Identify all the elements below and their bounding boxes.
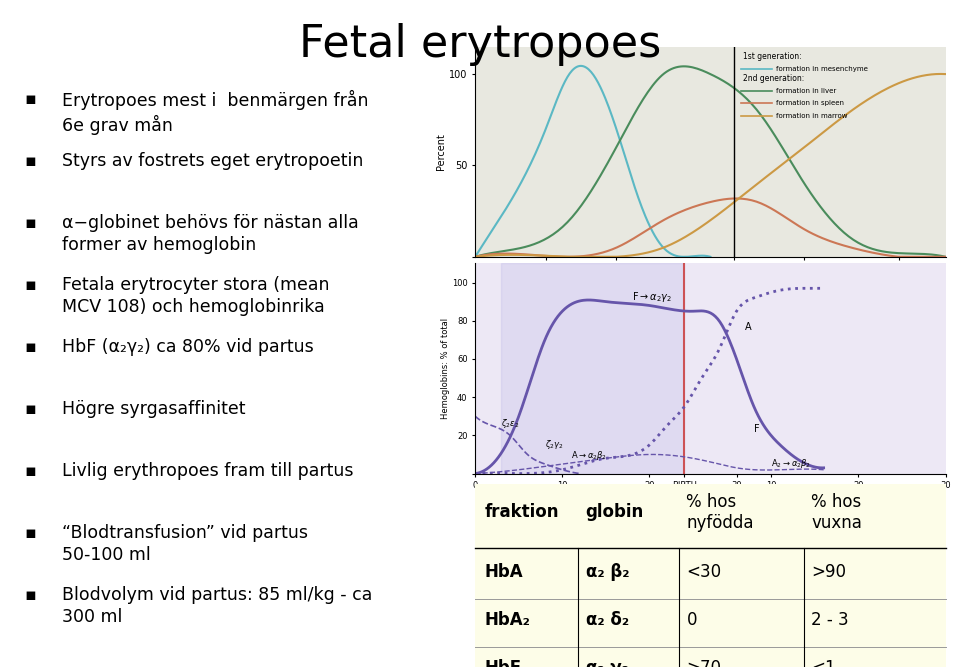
Text: globin: globin — [586, 504, 644, 522]
Text: Livlig erythropoes fram till partus: Livlig erythropoes fram till partus — [62, 462, 354, 480]
Text: HbF (α₂γ₂) ca 80% vid partus: HbF (α₂γ₂) ca 80% vid partus — [62, 338, 314, 356]
Text: Fetala erytrocyter stora (mean
MCV 108) och hemoglobinrika: Fetala erytrocyter stora (mean MCV 108) … — [62, 276, 330, 316]
Text: fraktion: fraktion — [485, 504, 560, 522]
Text: 2 - 3: 2 - 3 — [811, 612, 849, 630]
Text: ▪: ▪ — [24, 400, 36, 418]
Bar — [501, 263, 684, 474]
Text: Erytropoes mest i  benmärgen från
6e grav mån: Erytropoes mest i benmärgen från 6e grav… — [62, 90, 369, 135]
Text: F: F — [754, 424, 759, 434]
Text: Högre syrgasaffinitet: Högre syrgasaffinitet — [62, 400, 246, 418]
Text: formation in mesenchyme: formation in mesenchyme — [777, 65, 868, 71]
Text: formation in marrow: formation in marrow — [777, 113, 848, 119]
Text: ▪: ▪ — [24, 214, 36, 232]
Text: % hos
vuxna: % hos vuxna — [811, 493, 862, 532]
Text: $\zeta_2\epsilon_2$: $\zeta_2\epsilon_2$ — [501, 417, 519, 430]
Text: “Blodtransfusion” vid partus
50-100 ml: “Blodtransfusion” vid partus 50-100 ml — [62, 524, 308, 564]
Y-axis label: Hemoglobins: % of total: Hemoglobins: % of total — [442, 318, 450, 419]
Text: FETUS: FETUS — [564, 488, 595, 498]
Text: 0: 0 — [686, 612, 697, 630]
Text: formation in spleen: formation in spleen — [777, 100, 844, 106]
Text: >90: >90 — [811, 564, 846, 582]
Text: ▪: ▪ — [24, 462, 36, 480]
Text: HbA₂: HbA₂ — [485, 612, 531, 630]
Text: Fetal erytropoes: Fetal erytropoes — [299, 23, 661, 66]
Text: ▪: ▪ — [24, 276, 36, 294]
Text: F$\rightarrow\alpha_2\gamma_2$: F$\rightarrow\alpha_2\gamma_2$ — [632, 289, 672, 303]
Text: A$_2\rightarrow\alpha_2\beta_2$: A$_2\rightarrow\alpha_2\beta_2$ — [772, 457, 811, 470]
Text: 2nd generation:: 2nd generation: — [743, 75, 804, 83]
Text: $\zeta_2\gamma_2$: $\zeta_2\gamma_2$ — [545, 438, 564, 451]
Text: <30: <30 — [686, 564, 722, 582]
Text: formation in liver: formation in liver — [777, 87, 836, 93]
Text: ▪: ▪ — [24, 338, 36, 356]
Text: <1: <1 — [811, 660, 836, 667]
Text: A$\rightarrow\alpha_2\beta_2$: A$\rightarrow\alpha_2\beta_2$ — [571, 450, 607, 462]
Text: >70: >70 — [686, 660, 721, 667]
Text: 1st generation:: 1st generation: — [743, 53, 802, 61]
Text: α₂ β₂: α₂ β₂ — [586, 564, 629, 582]
Text: NEWBORN: NEWBORN — [728, 488, 780, 498]
Text: α₂ δ₂: α₂ δ₂ — [586, 612, 629, 630]
Text: ▪: ▪ — [24, 152, 36, 170]
Text: ▪: ▪ — [24, 586, 36, 604]
Y-axis label: Percent: Percent — [437, 133, 446, 170]
Text: % hos
nyfödda: % hos nyfödda — [686, 493, 754, 532]
Text: HbA: HbA — [485, 564, 523, 582]
Text: Blodvolym vid partus: 85 ml/kg - ca
300 ml: Blodvolym vid partus: 85 ml/kg - ca 300 … — [62, 586, 372, 626]
Text: α−globinet behövs för nästan alla
former av hemoglobin: α−globinet behövs för nästan alla former… — [62, 214, 359, 254]
Text: α₂ γ₂: α₂ γ₂ — [586, 660, 629, 667]
Text: ▪: ▪ — [24, 524, 36, 542]
Text: 3  5  10  15  20    Crown-Rump
                              = cm: 3 5 10 15 20 Crown-Rump = cm — [554, 496, 660, 509]
Text: Styrs av fostrets eget erytropoetin: Styrs av fostrets eget erytropoetin — [62, 152, 364, 170]
Text: HbF: HbF — [485, 660, 522, 667]
Text: A: A — [745, 322, 752, 332]
Text: ▪: ▪ — [24, 90, 36, 108]
